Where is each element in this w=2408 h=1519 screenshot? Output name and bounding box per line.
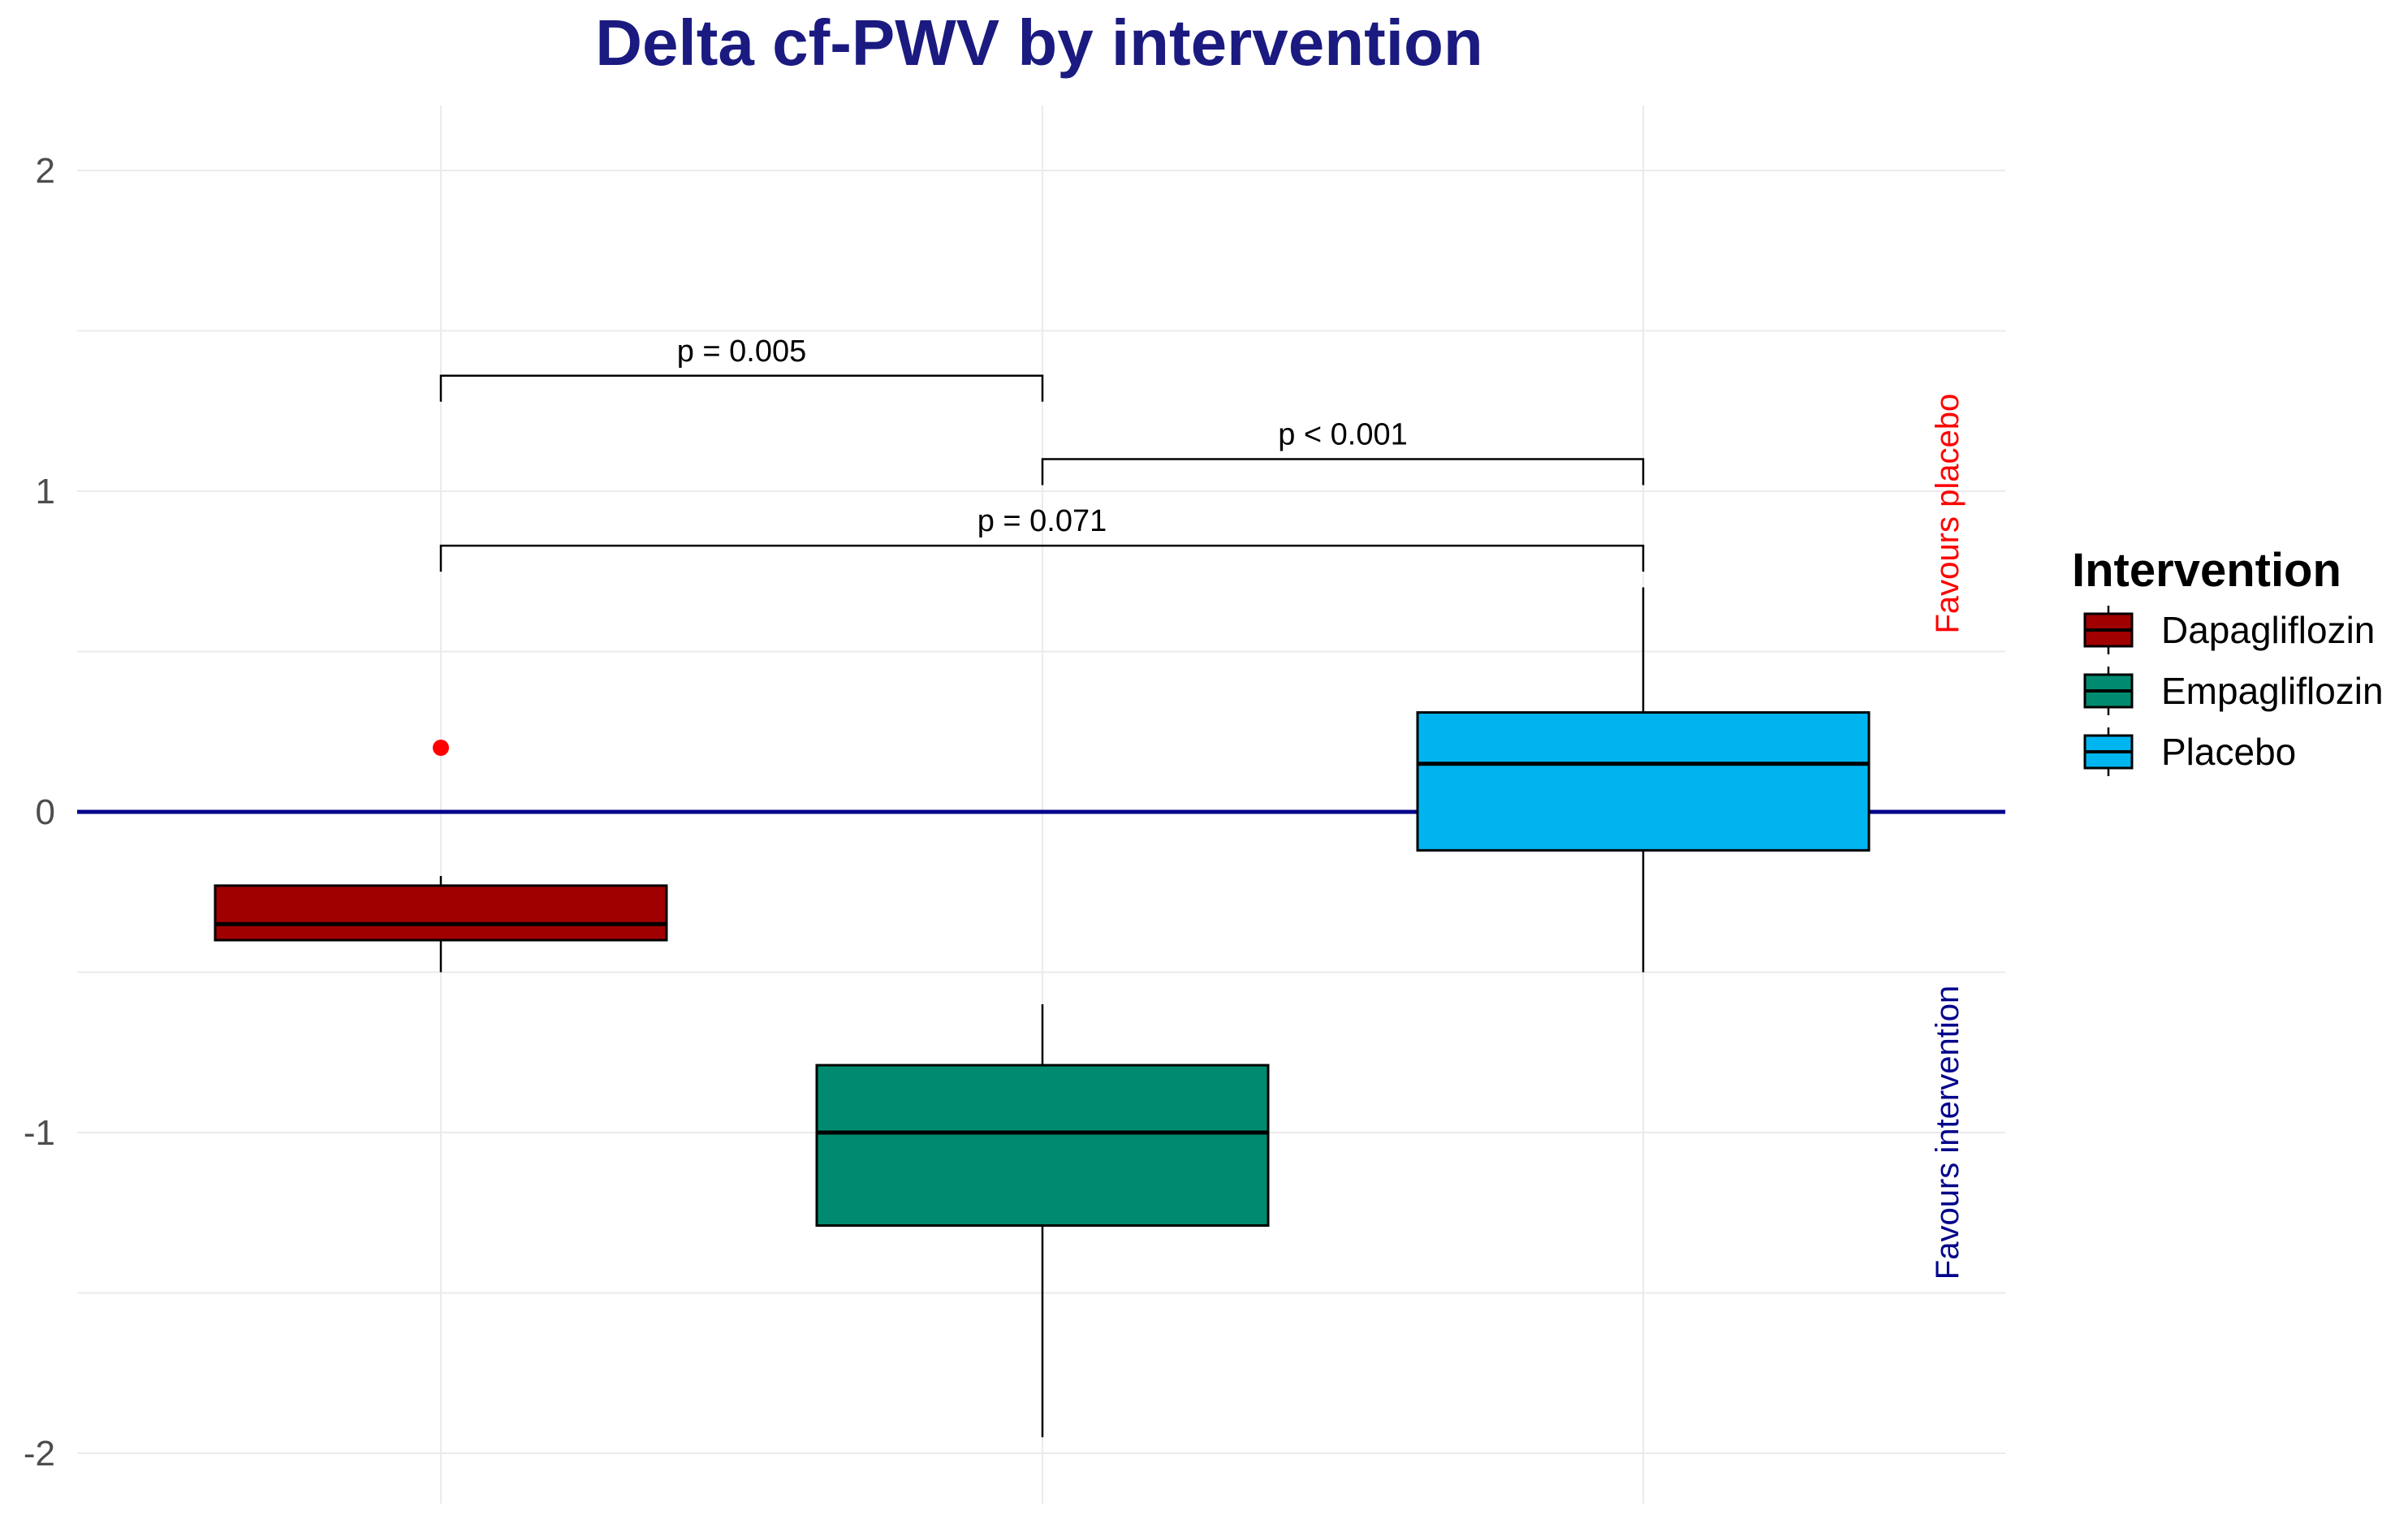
outlier-point <box>433 740 449 756</box>
boxplot-dapagliflozin <box>214 740 668 973</box>
boxplot-placebo <box>1416 587 1871 973</box>
y-tick-label: 1 <box>36 472 55 511</box>
y-tick-label: 0 <box>36 792 55 832</box>
boxplot-empagliflozin <box>815 1004 1270 1438</box>
legend-item-dapagliflozin: Dapagliflozin <box>2083 606 2375 654</box>
comparison-bracket: p < 0.001 <box>1041 418 1645 485</box>
boxplots <box>214 587 1871 1438</box>
box <box>1416 711 1871 852</box>
comparison-bracket: p = 0.005 <box>439 334 1044 402</box>
y-axis-ticks: 2 1 0 -1 -2 <box>24 151 55 1474</box>
legend-label: Dapagliflozin <box>2161 609 2375 651</box>
legend-item-placebo: Placebo <box>2083 727 2296 776</box>
legend-item-empagliflozin: Empagliflozin <box>2083 667 2384 715</box>
bracket-line <box>439 374 1044 402</box>
comparison-brackets: p = 0.005 p < 0.001 p = 0.071 <box>439 334 1645 572</box>
bracket-line <box>1041 458 1645 485</box>
legend-label: Empagliflozin <box>2161 670 2384 712</box>
y-tick-label: 2 <box>36 151 55 191</box>
side-label: Favours placebo <box>1930 394 1966 634</box>
box <box>214 884 668 942</box>
bracket-line <box>439 544 1645 572</box>
side-label: Favours intervention <box>1930 986 1966 1279</box>
p-value-label: p = 0.071 <box>977 504 1107 538</box>
p-value-label: p = 0.005 <box>677 334 807 369</box>
p-value-label: p < 0.001 <box>1278 418 1408 452</box>
y-tick-label: -2 <box>24 1434 55 1474</box>
legend-title: Intervention <box>2072 544 2341 597</box>
side-labels: Favours placebo Favours intervention <box>1930 394 1966 1279</box>
chart-title: Delta cf-PWV by intervention <box>595 6 1482 79</box>
legend: Intervention Dapagliflozin Empagliflozin P… <box>2072 544 2384 776</box>
comparison-bracket: p = 0.071 <box>439 504 1645 572</box>
legend-label: Placebo <box>2161 731 2296 773</box>
box <box>815 1064 1270 1228</box>
y-tick-label: -1 <box>24 1113 55 1153</box>
